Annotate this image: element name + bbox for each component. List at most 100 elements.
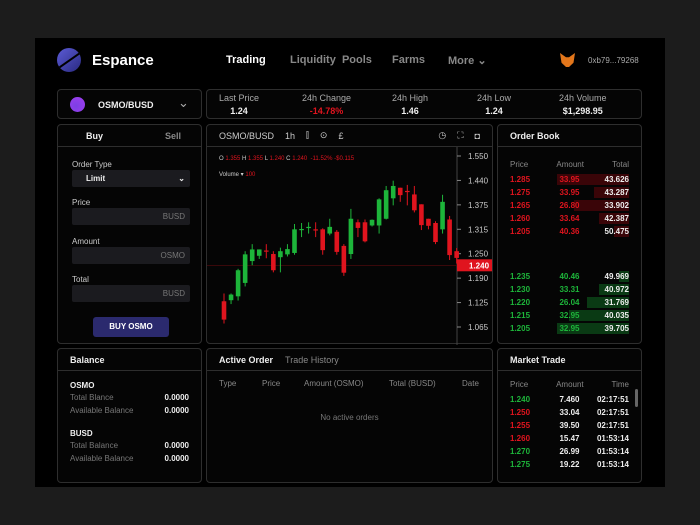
trade-amount: 33.04 (559, 408, 580, 417)
total-input[interactable]: BUSD (72, 285, 190, 302)
trade-row: 1.275 19.22 01:53:14 (498, 458, 641, 471)
wallet-address[interactable]: 0xb79...79268 (588, 56, 639, 65)
candlestick-chart[interactable]: 1.550 1.440 1.375 1.315 1.250 1.190 1.125 1.065… (207, 147, 494, 345)
order-row[interactable]: 1.230 33.31 40.972 (498, 283, 641, 296)
trade-amount: 15.47 (559, 434, 580, 443)
order-row[interactable]: 1.205 40.36 50.475 (498, 225, 641, 238)
tab-active-order[interactable]: Active Order (219, 354, 274, 365)
candle-body (278, 251, 283, 258)
trade-time: 01:53:14 (596, 460, 629, 469)
y-tick-label: 1.550 (468, 152, 489, 161)
order-price: 1.235 (510, 272, 531, 281)
column-header: Price (510, 379, 529, 389)
order-total: 39.705 (604, 324, 629, 333)
buy-osmo-button[interactable]: BUY OSMO (93, 317, 169, 337)
stat-value: 1.46 (401, 106, 419, 116)
nav-liquidity-pools[interactable]: Liquidity Pools (290, 54, 372, 66)
trade-form: Buy Sell Order Type Limit ⌄ Price BUSD Am… (57, 124, 202, 344)
indicators-icon[interactable]: ⊙ (319, 130, 328, 140)
candle-body (271, 254, 276, 271)
candlestick-icon[interactable]: ⫿ (306, 130, 309, 140)
candle-body (405, 190, 410, 193)
market-trade-title: Market Trade (498, 349, 641, 371)
chevron-down-icon: ⌄ (477, 55, 487, 67)
column-header: Time (611, 379, 629, 389)
depth-bar (599, 284, 629, 295)
order-total: 31.769 (604, 298, 629, 307)
candle-body (348, 218, 354, 255)
tab-buy[interactable]: Buy (86, 130, 104, 141)
order-row[interactable]: 1.235 40.46 49.969 (498, 270, 641, 283)
balance-value: 0.0000 (164, 441, 189, 450)
order-type-label: Order Type (72, 160, 112, 169)
trade-row: 1.250 33.04 02:17:51 (498, 406, 641, 419)
ohlc-legend: O 1.355 H 1.355 L 1.240 C 1.240 -11.52% … (219, 156, 355, 162)
candle-body (313, 229, 318, 231)
price-input[interactable]: BUSD (72, 208, 190, 225)
candle-body (433, 222, 438, 243)
balance-label: Total Blance (70, 393, 114, 402)
order-row[interactable]: 1.260 33.64 42.387 (498, 212, 641, 225)
camera-icon[interactable]: ◘ (474, 130, 480, 141)
nav-trading[interactable]: Trading (226, 54, 266, 66)
trade-row: 1.270 26.99 01:53:14 (498, 445, 641, 458)
order-amount: 32.95 (559, 311, 580, 320)
trade-amount: 39.50 (559, 421, 580, 430)
column-header: Amount (OSMO) (304, 379, 364, 388)
pair-label: OSMO/BUSD (98, 100, 154, 110)
order-amount: 33.31 (559, 285, 580, 294)
y-tick-label: 1.440 (468, 176, 489, 185)
nav-more[interactable]: More ⌄ (448, 54, 487, 67)
order-amount: 26.04 (559, 298, 580, 307)
order-price: 1.275 (510, 188, 531, 197)
amount-input[interactable]: OSMO (72, 247, 190, 264)
interval-button[interactable]: 1h (285, 130, 296, 141)
depth-bar (619, 271, 629, 282)
order-price: 1.220 (510, 298, 531, 307)
y-tick-label: 1.125 (468, 299, 489, 308)
settings-icon[interactable]: ◷ (438, 130, 447, 140)
y-tick-label: 1.065 (468, 323, 489, 332)
trade-price: 1.260 (510, 434, 531, 443)
scrollbar[interactable] (635, 389, 638, 407)
nav-farms[interactable]: Farms (392, 54, 426, 66)
order-row[interactable]: 1.265 26.80 33.902 (498, 199, 641, 212)
balance-asset: BUSD (70, 429, 93, 438)
order-row[interactable]: 1.285 33.95 43.626 (498, 173, 641, 186)
order-book: Order Book Price Amount Total 1.285 33.95 43.… (497, 124, 642, 344)
order-row[interactable]: 1.215 32.95 40.035 (498, 309, 641, 322)
trade-time: 02:17:51 (596, 408, 629, 417)
balance-label: Available Balance (70, 406, 134, 415)
chevron-down-icon: ⌄ (178, 174, 185, 183)
trade-price: 1.270 (510, 447, 531, 456)
trade-time: 02:17:51 (596, 421, 629, 430)
pair-selector[interactable]: OSMO/BUSD ⌄ (57, 89, 202, 119)
candle-body (419, 204, 424, 226)
order-price: 1.265 (510, 201, 531, 210)
candle-body (362, 222, 368, 242)
candle-body (306, 226, 311, 229)
order-type-select[interactable]: Limit ⌄ (72, 170, 190, 187)
osmo-token-icon (70, 97, 85, 112)
order-row[interactable]: 1.220 26.04 31.769 (498, 296, 641, 309)
fullscreen-icon[interactable]: ⛶ (457, 130, 464, 140)
candle-body (264, 250, 269, 252)
tab-sell[interactable]: Sell (164, 130, 181, 141)
order-type-value: Limit (86, 174, 106, 183)
stat-item: 24h Low 1.24 (477, 93, 511, 116)
order-book-title: Order Book (498, 125, 641, 147)
stat-label: 24h Volume (559, 93, 607, 103)
order-total: 43.626 (604, 175, 629, 184)
candle-body (285, 249, 290, 255)
stat-value: 1.24 (485, 106, 503, 116)
stat-value: $1,298.95 (562, 106, 603, 116)
trade-price: 1.275 (510, 460, 531, 469)
order-total: 50.475 (604, 227, 629, 236)
order-row[interactable]: 1.205 32.95 39.705 (498, 322, 641, 335)
order-row[interactable]: 1.275 33.95 43.287 (498, 186, 641, 199)
drawing-icon[interactable]: £ (338, 130, 344, 141)
orders-panel: Active Order Trade History Type Price Amoun… (206, 348, 493, 483)
tab-trade-history[interactable]: Trade History (285, 354, 339, 365)
column-header: Date (462, 379, 479, 388)
order-total: 40.972 (604, 285, 629, 294)
